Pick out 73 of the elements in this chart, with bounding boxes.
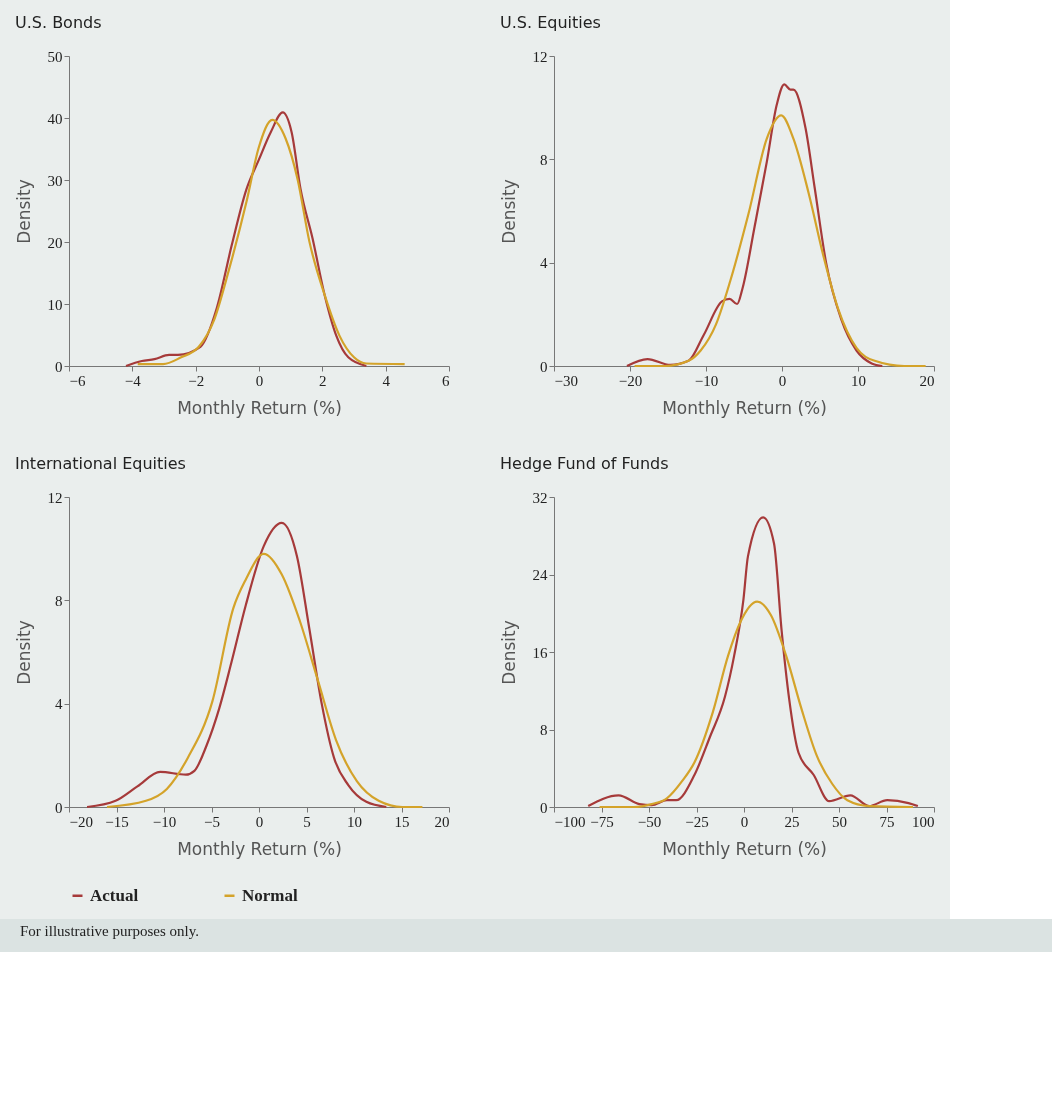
y-tick-label: 40 xyxy=(47,110,63,127)
chart-title: U.S. Bonds xyxy=(15,13,102,32)
y-tick-label: 16 xyxy=(532,644,548,661)
x-tick-label: −10 xyxy=(152,813,177,830)
x-tick-label: 20 xyxy=(434,813,450,830)
y-tick-label: 20 xyxy=(47,234,63,251)
x-tick-label: −2 xyxy=(188,372,205,389)
x-tick-label: −6 xyxy=(69,372,86,389)
line-series xyxy=(625,83,884,368)
line-series xyxy=(85,521,388,809)
x-tick-label: −15 xyxy=(105,813,129,830)
x-axis-title: Monthly Return (%) xyxy=(177,397,342,418)
x-tick-label: −30 xyxy=(554,372,578,389)
y-axis-title: Density xyxy=(498,620,519,685)
y-tick-label: 0 xyxy=(55,799,63,816)
x-tick-label: −4 xyxy=(124,372,142,389)
y-axis-title: Density xyxy=(13,179,34,244)
y-tick-label: 8 xyxy=(540,722,548,738)
line-series xyxy=(105,552,424,809)
y-tick-label: 8 xyxy=(55,592,63,609)
y-tick-label: 24 xyxy=(532,567,548,583)
text: For illustrative purposes only. xyxy=(20,923,200,940)
chart-title: International Equities xyxy=(15,454,186,473)
y-tick-label: 10 xyxy=(47,296,63,313)
chart-title: U.S. Equities xyxy=(500,13,601,32)
y-tick-label: 12 xyxy=(47,489,63,506)
x-tick-label: −25 xyxy=(685,813,709,830)
x-tick-label: −50 xyxy=(637,813,662,830)
line-series xyxy=(633,114,927,368)
x-tick-label: 0 xyxy=(255,372,264,389)
y-tick-label: 30 xyxy=(47,172,63,189)
y-axis-title: Density xyxy=(498,179,519,244)
y-tick-label: 4 xyxy=(540,255,548,272)
legend-label: Normal xyxy=(242,885,298,905)
x-tick-label: 4 xyxy=(382,372,391,389)
x-tick-label: −100 xyxy=(554,813,586,830)
y-tick-label: 4 xyxy=(55,696,63,713)
y-tick-label: 0 xyxy=(540,799,548,816)
y-tick-label: 8 xyxy=(540,151,548,168)
y-tick-label: 50 xyxy=(47,48,63,65)
x-tick-label: −10 xyxy=(694,372,719,389)
x-tick-label: 100 xyxy=(912,813,935,830)
x-tick-label: 0 xyxy=(740,813,749,830)
x-tick-label: 10 xyxy=(851,372,866,389)
x-axis-title: Monthly Return (%) xyxy=(662,397,827,418)
y-tick-label: 12 xyxy=(532,48,548,65)
x-tick-label: 2 xyxy=(319,372,327,389)
line-series xyxy=(587,516,919,808)
x-tick-label: 6 xyxy=(442,372,450,389)
line-series xyxy=(136,118,406,366)
legend-label: Actual xyxy=(90,885,139,905)
x-tick-label: −5 xyxy=(204,813,220,830)
x-tick-label: −20 xyxy=(618,372,643,389)
line-series xyxy=(598,600,915,809)
x-axis-title: Monthly Return (%) xyxy=(662,838,827,859)
y-axis-title: Density xyxy=(13,620,34,685)
x-tick-label: 25 xyxy=(784,813,800,830)
y-tick-label: 0 xyxy=(55,358,63,375)
x-tick-label: 75 xyxy=(879,813,895,830)
x-tick-label: 20 xyxy=(919,372,935,389)
chart-title: Hedge Fund of Funds xyxy=(500,454,669,473)
x-tick-label: −20 xyxy=(69,813,93,830)
y-tick-label: 0 xyxy=(540,358,548,375)
x-tick-label: 5 xyxy=(303,813,311,830)
x-tick-label: 15 xyxy=(394,813,410,830)
line-series xyxy=(124,111,368,368)
x-tick-label: 50 xyxy=(832,813,847,830)
x-axis-title: Monthly Return (%) xyxy=(177,838,342,859)
x-tick-label: −75 xyxy=(590,813,614,830)
x-tick-label: 0 xyxy=(778,372,787,389)
x-tick-label: 10 xyxy=(347,813,362,830)
x-tick-label: 0 xyxy=(255,813,264,830)
y-tick-label: 32 xyxy=(532,489,548,506)
